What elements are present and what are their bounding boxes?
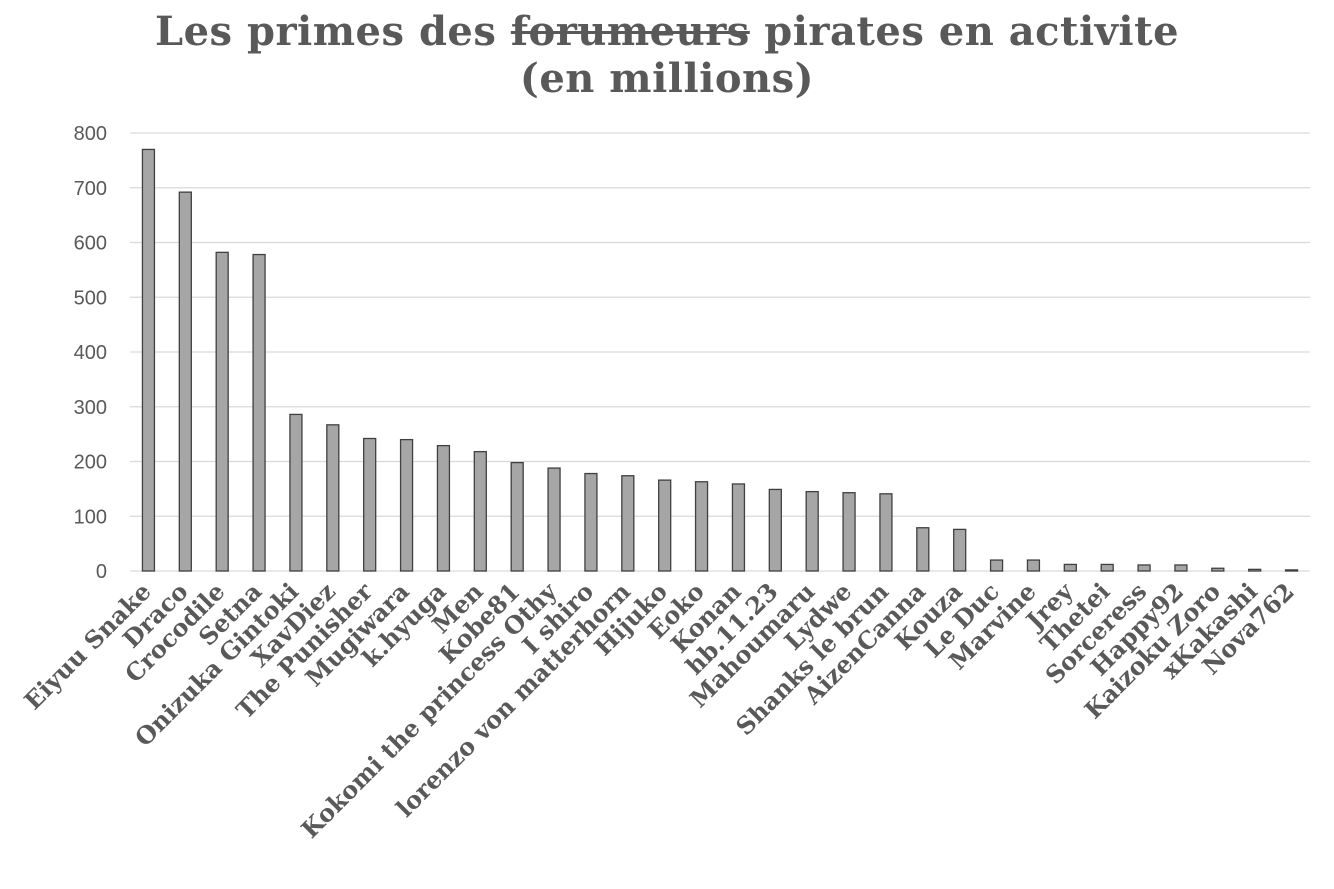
bar (1284, 569, 1299, 572)
y-tick-label: 0 (96, 561, 107, 583)
y-tick-label: 700 (74, 178, 107, 200)
bar (363, 437, 377, 572)
bar (694, 481, 709, 572)
chart-title-part1: Les primes des (154, 8, 511, 55)
bar (1137, 564, 1151, 572)
bar (547, 467, 561, 572)
y-tick-label: 300 (74, 397, 107, 419)
bar (1174, 564, 1188, 572)
bar (326, 424, 340, 572)
bar (1026, 559, 1041, 572)
bar (658, 479, 672, 572)
bar (989, 559, 1004, 572)
bar (621, 475, 635, 572)
bar (252, 253, 266, 572)
bar (842, 492, 856, 572)
y-tick-label: 400 (74, 342, 107, 364)
bar (473, 450, 487, 572)
bar (584, 472, 598, 572)
bar (916, 527, 930, 572)
chart-title-part2: pirates en activite (749, 8, 1180, 55)
bar (399, 438, 414, 572)
bar (953, 528, 967, 572)
y-tick-label: 800 (74, 123, 107, 145)
chart-title-line2: (en millions) (519, 55, 815, 102)
bar (1211, 567, 1225, 572)
y-tick-label: 200 (74, 452, 107, 474)
bar (510, 461, 524, 572)
bar (879, 493, 893, 572)
bar (289, 413, 303, 572)
y-tick-label: 100 (74, 506, 107, 528)
bar (1100, 563, 1114, 572)
bar (768, 488, 782, 572)
bar (215, 251, 229, 572)
chart-title: Les primes des forumeurs pirates en acti… (0, 8, 1334, 102)
bar (1248, 568, 1262, 572)
chart-title-struck-word: forumeurs (510, 8, 750, 55)
bar (141, 148, 156, 572)
bar (731, 483, 746, 572)
y-tick-label: 500 (74, 287, 107, 309)
bar (436, 444, 451, 572)
bar (178, 191, 192, 572)
y-tick-label: 600 (74, 233, 107, 255)
bar (1063, 563, 1077, 572)
bar (805, 490, 819, 572)
